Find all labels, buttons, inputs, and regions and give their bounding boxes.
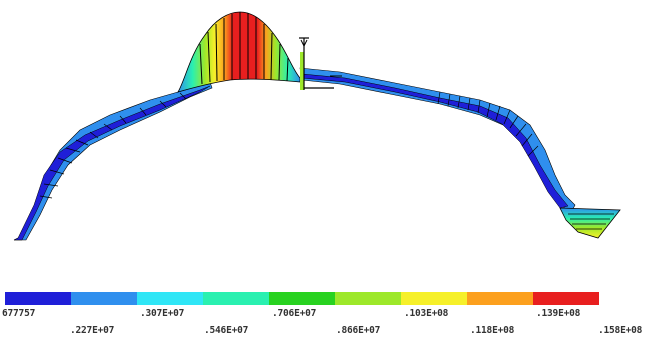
peak-hatching xyxy=(199,12,289,85)
legend-swatch-9 xyxy=(533,292,599,305)
legend-label-top-5: .139E+08 xyxy=(536,308,581,319)
legend-label-bottom-1: .227E+07 xyxy=(70,325,115,336)
peak-lobe xyxy=(177,11,301,93)
right-ribbon xyxy=(299,67,576,215)
legend-swatch-7 xyxy=(401,292,467,305)
contour-plot xyxy=(13,11,621,241)
legend-swatch-2 xyxy=(71,292,137,305)
legend-swatch-3 xyxy=(137,292,203,305)
legend-label-bottom-5: .158E+08 xyxy=(598,325,643,336)
legend-label-top-4: .103E+08 xyxy=(404,308,449,319)
coordinate-triad-icon xyxy=(299,37,342,90)
legend-swatch-6 xyxy=(335,292,401,305)
left-ribbon-inner xyxy=(13,85,211,241)
tip-wedge xyxy=(559,207,621,239)
legend-label-top-3: .706E+07 xyxy=(272,308,317,319)
legend-label-bottom-2: .546E+07 xyxy=(204,325,249,336)
legend-swatch-8 xyxy=(467,292,533,305)
left-ribbon xyxy=(13,81,213,241)
legend-label-bottom-4: .118E+08 xyxy=(470,325,515,336)
left-ribbon-hatching xyxy=(39,92,187,199)
legend-label-bottom-3: .866E+07 xyxy=(336,325,381,336)
color-legend: 677757 .307E+07 .706E+07 .103E+08 .139E+… xyxy=(0,288,652,343)
right-ribbon-hatching xyxy=(437,91,539,157)
legend-swatch-4 xyxy=(203,292,269,305)
legend-label-top-1: 677757 xyxy=(2,308,36,319)
legend-swatch-5 xyxy=(269,292,335,305)
tip-hatching xyxy=(568,213,614,230)
legend-label-top-2: .307E+07 xyxy=(140,308,185,319)
legend-swatch-1 xyxy=(5,292,71,305)
